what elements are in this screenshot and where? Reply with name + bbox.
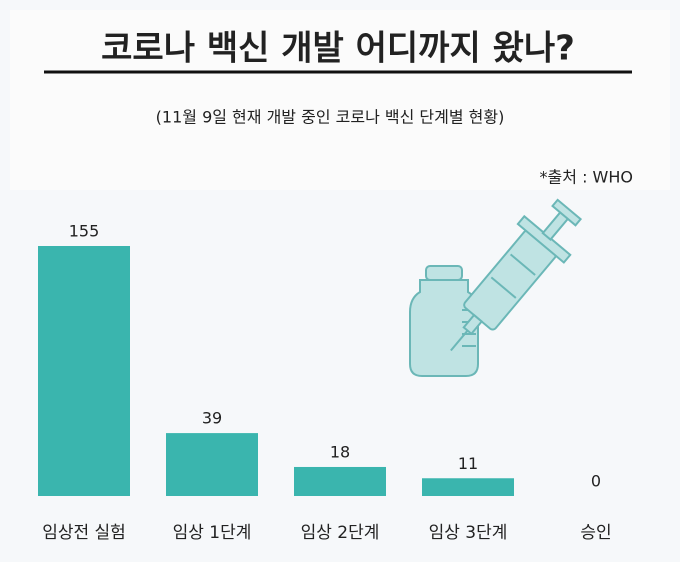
bar bbox=[422, 478, 514, 496]
bar bbox=[166, 433, 258, 496]
x-tick-label: 임상전 실험 bbox=[42, 523, 126, 543]
chart-title: 코로나 백신 개발 어디까지 왔나? bbox=[101, 29, 575, 69]
subtitle: (11월 9일 현재 개발 중인 코로나 백신 단계별 현황) bbox=[156, 108, 505, 127]
value-label: 0 bbox=[591, 472, 601, 491]
value-label: 18 bbox=[330, 442, 350, 461]
x-tick-label: 임상 3단계 bbox=[429, 523, 508, 543]
bar bbox=[38, 246, 130, 496]
vaccine-illustration bbox=[409, 198, 583, 377]
value-label: 39 bbox=[202, 409, 222, 428]
value-label: 11 bbox=[458, 454, 478, 473]
x-tick-label: 임상 2단계 bbox=[301, 523, 380, 543]
header-panel bbox=[10, 10, 670, 190]
bar bbox=[294, 466, 386, 496]
x-tick-label: 임상 1단계 bbox=[173, 523, 252, 543]
source: *출처 : WHO bbox=[540, 168, 633, 187]
value-label: 155 bbox=[69, 222, 100, 241]
x-tick-label: 승인 bbox=[580, 523, 611, 543]
